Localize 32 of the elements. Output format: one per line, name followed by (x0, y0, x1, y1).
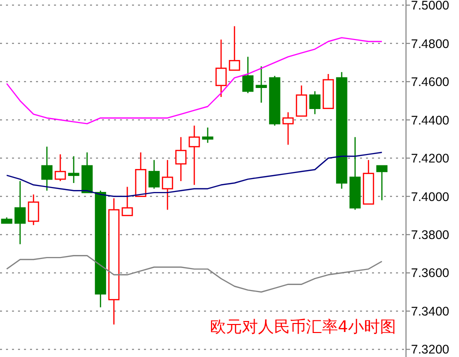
annotation: 欧元对人民币汇率4小时图 (210, 317, 396, 336)
candlestick (122, 186, 133, 216)
line-series (6, 37, 382, 124)
y-tick-label: 7.3600 (411, 266, 450, 280)
candlestick (14, 180, 26, 245)
candlestick (282, 112, 294, 146)
candlestick (309, 90, 320, 115)
candlestick (28, 194, 40, 226)
y-tick-label: 7.4400 (411, 113, 450, 128)
candlestick (68, 156, 80, 184)
candlestick (175, 136, 186, 182)
candlestick (296, 84, 308, 117)
y-tick-label: 7.4800 (411, 36, 450, 51)
candlestick (54, 154, 66, 182)
y-tick-label: 7.4600 (411, 75, 450, 90)
y-tick-label: 7.4200 (411, 152, 450, 166)
candlestick (242, 56, 254, 94)
y-tick-label: 7.3400 (411, 304, 450, 318)
candlestick (256, 66, 267, 104)
candlestick (41, 146, 52, 192)
y-tick-label: 7.3800 (411, 228, 450, 242)
y-tick-label: 7.4000 (411, 190, 450, 204)
candlestick (188, 125, 200, 186)
candlestick (376, 165, 388, 201)
candlestick (148, 159, 160, 190)
candlestick (162, 159, 174, 210)
line-series (6, 152, 382, 197)
y-tick-label: 7.3200 (411, 342, 450, 357)
candlestick (215, 38, 227, 98)
candlestick (228, 26, 240, 71)
y-tick-label: 7.5000 (411, 0, 450, 13)
candlestick (202, 126, 214, 144)
